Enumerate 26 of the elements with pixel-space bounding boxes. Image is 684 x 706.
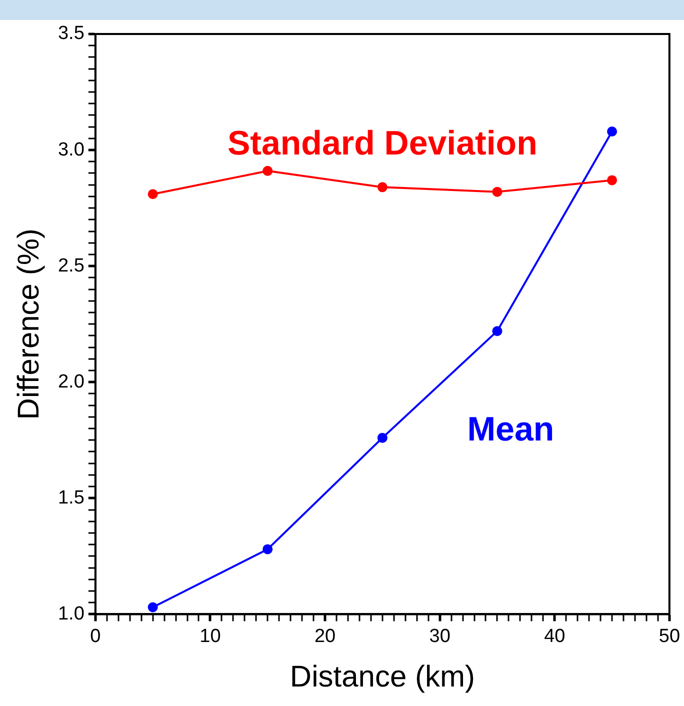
- x-tick-label: 40: [544, 626, 566, 647]
- x-tick-label: 50: [658, 626, 680, 647]
- point: [607, 175, 618, 186]
- point: [262, 544, 273, 554]
- x-axis-title: Distance (km): [290, 660, 475, 694]
- point: [148, 189, 158, 200]
- series-label: Standard Deviation: [228, 124, 538, 163]
- point: [377, 432, 388, 443]
- y-tick-label: 1.5: [58, 487, 84, 508]
- y-tick-label: 1.0: [58, 603, 84, 624]
- point: [492, 186, 502, 197]
- x-tick-label: 30: [429, 626, 450, 647]
- series-label: Mean: [467, 410, 554, 448]
- point: [262, 166, 273, 176]
- y-tick-label: 3.5: [58, 23, 84, 44]
- y-tick-label: 2.0: [58, 371, 84, 392]
- point: [492, 326, 502, 336]
- x-tick-label: 10: [200, 626, 221, 647]
- y-axis-title: Difference (%): [12, 228, 46, 420]
- x-tick-label: 0: [90, 626, 101, 647]
- point: [377, 182, 388, 192]
- x-tick-label: 20: [314, 626, 336, 647]
- y-tick-label: 2.5: [58, 255, 84, 276]
- point: [607, 126, 618, 136]
- point: [148, 602, 158, 612]
- y-tick-label: 3.0: [58, 139, 84, 160]
